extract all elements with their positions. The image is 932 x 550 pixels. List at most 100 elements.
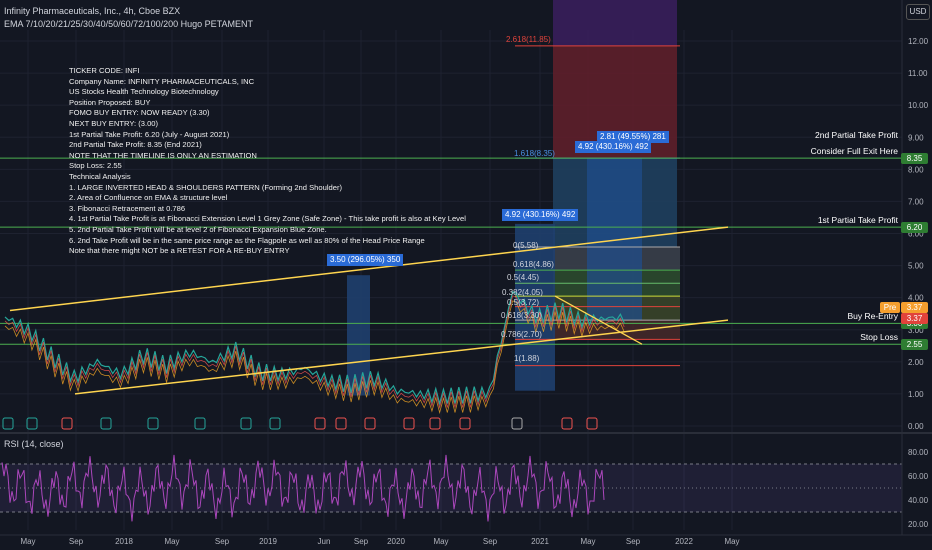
ema-line [4, 300, 625, 415]
last-price-tag: 3.37 [901, 313, 928, 324]
y-tick-label: 5.00 [908, 262, 924, 271]
note-line: 2. Area of Confluence on EMA & structure… [69, 193, 228, 203]
rsi-tick-label: 60.00 [908, 472, 929, 481]
fib-label: 2.618(11.85) [506, 35, 551, 44]
level-label: 1st Partial Take Profit [817, 215, 898, 226]
note-line: FOMO BUY ENTRY: NOW READY (3.30) [69, 108, 210, 118]
earnings-marker [429, 417, 441, 430]
fib-label: 0(5.58) [513, 241, 539, 250]
level-price-tag: 8.35 [901, 153, 928, 165]
y-tick-label: 10.00 [908, 101, 929, 110]
x-tick-label: May [164, 537, 179, 546]
earnings-marker [335, 417, 347, 430]
earnings-marker [100, 417, 112, 430]
earnings-marker [2, 417, 14, 430]
note-line: Company Name: INFINITY PHARMACEUTICALS, … [69, 76, 255, 86]
indicator-label: EMA 7/10/20/21/25/30/40/50/60/72/100/200… [4, 19, 253, 29]
note-line: 2nd Partial Take Profit: 8.35 (End 2021) [69, 140, 202, 150]
fib-label: 0.618(4.86) [513, 260, 554, 269]
x-tick-label: 2022 [675, 537, 693, 546]
level-label: Consider Full Exit Here [810, 146, 898, 157]
note-line: Note that there might NOT be a RETEST FO… [69, 246, 290, 256]
note-line: NEXT BUY ENTRY: (3.00) [69, 118, 159, 128]
y-tick-label: 7.00 [908, 197, 924, 206]
note-line: TICKER CODE: INFI [69, 66, 140, 75]
measure-box: 3.50 (296.05%) 350 [327, 254, 404, 266]
fib-label: 0.5(3.72) [507, 298, 540, 307]
note-line: 5. 2nd Partial Take Profit will be at le… [69, 224, 327, 234]
earnings-marker [26, 417, 38, 430]
channel-bottom [74, 319, 729, 395]
chart-title: Infinity Pharmaceuticals, Inc., 4h, Cboe… [4, 6, 181, 16]
measure-zone [347, 275, 370, 396]
x-tick-label: 2019 [259, 537, 277, 546]
earnings-marker [194, 417, 206, 430]
rsi-tick-label: 20.00 [908, 520, 929, 529]
level-price-tag: 2.55 [901, 339, 928, 351]
note-line: Position Proposed: BUY [69, 97, 151, 107]
y-tick-label: 6.00 [908, 230, 924, 239]
rsi-tick-label: 40.00 [908, 496, 929, 505]
fib-label: 0.382(4.05) [502, 288, 543, 297]
x-tick-label: 2018 [115, 537, 133, 546]
note-line: 1. LARGE INVERTED HEAD & SHOULDERS PATTE… [69, 182, 343, 192]
measure-box: 4.92 (430.16%) 492 [502, 209, 579, 221]
earnings-marker [403, 417, 415, 430]
measure-zone [587, 158, 642, 321]
fib-label: 1(1.88) [514, 354, 540, 363]
y-tick-label: 11.00 [908, 69, 928, 78]
earnings-marker [147, 417, 159, 430]
price-line [4, 290, 625, 406]
note-line: Stop Loss: 2.55 [69, 161, 122, 171]
rsi-label: RSI (14, close) [4, 439, 64, 449]
x-tick-label: Jun [318, 537, 331, 546]
y-tick-label: 3.00 [908, 326, 924, 335]
x-tick-label: May [433, 537, 448, 546]
channel-top [9, 226, 729, 312]
earnings-marker [586, 417, 598, 430]
y-tick-label: 4.00 [908, 294, 924, 303]
fib-zones [347, 0, 680, 396]
x-tick-label: 2020 [387, 537, 405, 546]
earnings-marker [561, 417, 573, 430]
level-lines [0, 157, 902, 345]
earnings-marker [314, 417, 326, 430]
earnings-marker [364, 417, 376, 430]
fib-label: 0.786(2.70) [501, 330, 542, 339]
ema-line [4, 295, 625, 410]
rsi-band [0, 464, 902, 512]
note-line: 6. 2nd Take Profit will be in the same p… [69, 235, 425, 245]
x-tick-label: Sep [354, 537, 369, 546]
price-series [4, 290, 625, 415]
y-tick-label: 8.00 [908, 165, 924, 174]
note-line: 1st Partial Take Profit: 6.20 (July - Au… [69, 129, 230, 139]
note-line: Technical Analysis [69, 171, 131, 181]
x-tick-label: Sep [215, 537, 230, 546]
earnings-marker [269, 417, 281, 430]
y-tick-label: 1.00 [908, 390, 924, 399]
y-tick-label: 2.00 [908, 358, 924, 367]
event-markers [2, 417, 598, 430]
note-line: 4. 1st Partial Take Profit is at Fibonac… [69, 214, 466, 224]
x-tick-label: Sep [483, 537, 498, 546]
y-tick-label: 12.00 [908, 37, 929, 46]
fib-label: 0.618(3.30) [501, 311, 542, 320]
level-price-tag: 6.20 [901, 222, 928, 234]
note-line: US Stocks Health Technology Biotechnolog… [69, 87, 219, 97]
currency-button[interactable]: USD [906, 4, 930, 20]
y-tick-label: 9.00 [908, 133, 924, 142]
analysis-notes: TICKER CODE: INFI Company Name: INFINITY … [69, 66, 466, 257]
fib-zone-purple [553, 0, 677, 46]
rsi-pane: 80.00 60.00 40.00 20.00 [0, 448, 929, 529]
trend-lines [9, 226, 729, 395]
rsi-tick-label: 80.00 [908, 448, 929, 457]
earnings-marker [511, 417, 523, 430]
earnings-marker [459, 417, 471, 430]
x-tick-label: 2021 [531, 537, 549, 546]
pre-market-price-tag: 3.37 [901, 302, 928, 313]
earnings-marker [240, 417, 252, 430]
wedge-line [554, 295, 643, 345]
pre-market-label: Pre [880, 302, 900, 313]
